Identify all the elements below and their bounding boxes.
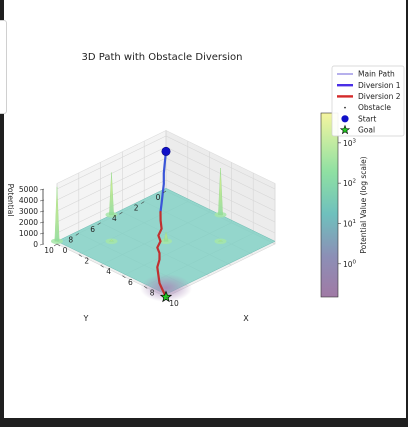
x-tick-label: 4 <box>106 267 111 276</box>
colorbar-tick-exponent: 3 <box>353 138 357 144</box>
z-tick-label: 0 <box>33 240 38 249</box>
y-tick-label: 6 <box>90 225 95 234</box>
z-axis-label: Potential <box>6 184 15 217</box>
x-tick-label: 6 <box>128 278 133 287</box>
colorbar-tick-label: 102 <box>343 179 356 189</box>
chart-title: 3D Path with Obstacle Diversion <box>82 52 243 63</box>
legend-label: Start <box>358 114 376 123</box>
z-tick-mark <box>39 210 45 213</box>
z-tick-label: 2000 <box>19 218 38 227</box>
z-tick-mark <box>39 188 45 191</box>
clipped-panel <box>0 20 7 114</box>
colorbar-label: Potential Value (log scale) <box>359 156 368 253</box>
colorbar-tick-label: 101 <box>343 219 356 229</box>
x-tick-mark <box>56 243 61 247</box>
window-edge-bottom <box>0 418 408 427</box>
axis-ticks: 0 2 4 6 8 10 0 2 4 6 8 10 0 1000 2000 3000 4000 5000 <box>19 185 179 308</box>
y-tick-label: 2 <box>134 204 139 213</box>
x-tick-label: 0 <box>63 246 68 255</box>
legend-label: Main Path <box>358 70 395 79</box>
x-tick-mark <box>144 286 148 289</box>
obstacle-spike <box>218 167 223 216</box>
legend-label: Goal <box>358 126 375 135</box>
grid-line <box>56 135 167 190</box>
y-tick-mark <box>97 222 101 226</box>
y-tick-label: 10 <box>44 246 54 255</box>
legend: Main Path Diversion 1 Diversion 2 Obstacle S… <box>331 65 405 137</box>
y-tick-mark <box>75 233 79 236</box>
obstacle-spikes <box>51 167 227 245</box>
z-tick-label: 5000 <box>19 185 38 194</box>
path-lines <box>156 150 168 299</box>
y-tick-mark <box>141 201 145 204</box>
x-tick-label: 2 <box>84 257 89 266</box>
x-axis-label: X <box>243 314 249 323</box>
obstacle-spike <box>54 186 60 242</box>
colorbar-tick-label: 100 <box>343 259 357 269</box>
legend-swatch <box>344 106 346 109</box>
y-tick-label: 4 <box>112 214 117 223</box>
x-tick-label: 8 <box>150 288 155 297</box>
z-tick-mark <box>39 243 45 246</box>
z-tick-label: 4000 <box>19 196 38 205</box>
z-tick-label: 3000 <box>19 207 38 216</box>
colorbar-tick-label: 103 <box>343 138 357 148</box>
path-line <box>156 210 168 299</box>
goal-marker <box>159 290 173 303</box>
y-tick-label: 8 <box>68 235 73 244</box>
legend-swatch <box>341 115 349 123</box>
path-markers <box>159 146 173 303</box>
y-tick-label: 0 <box>156 193 161 202</box>
legend-label: Diversion 1 <box>358 81 401 90</box>
y-tick-mark <box>119 211 123 215</box>
legend-box <box>331 65 405 137</box>
x-tick-mark <box>78 254 82 257</box>
y-tick-mark <box>53 243 58 247</box>
obstacle-spike <box>218 239 223 242</box>
goal-basin <box>140 274 192 303</box>
x-tick-mark <box>100 264 104 268</box>
z-tick-label: 1000 <box>19 229 38 238</box>
colorbar-tick-exponent: 2 <box>353 179 357 185</box>
start-marker <box>161 146 171 156</box>
obstacle-spike <box>163 231 169 242</box>
x-tick-label: 10 <box>169 299 179 308</box>
x-tick-mark <box>122 275 126 279</box>
window-edge-right <box>406 0 408 427</box>
obstacle-spike <box>108 239 115 242</box>
z-tick-mark <box>39 232 45 235</box>
y-axis-label: Y <box>83 314 89 323</box>
colorbar-tick-exponent: 1 <box>353 219 357 225</box>
grid-line <box>165 135 276 190</box>
legend-label: Obstacle <box>358 103 391 112</box>
colorbar-fill <box>320 112 339 298</box>
z-tick-mark <box>39 199 45 202</box>
legend-items: Main Path Diversion 1 Diversion 2 Obstacle S… <box>337 70 401 135</box>
x-tick-mark <box>165 296 170 300</box>
z-tick-mark <box>39 221 45 224</box>
colorbar-tick-exponent: 0 <box>353 259 357 265</box>
y-tick-mark <box>162 190 167 194</box>
window-edge-left <box>0 0 4 427</box>
path-line <box>159 150 168 214</box>
obstacle-spike <box>109 172 114 216</box>
legend-swatch <box>339 124 351 135</box>
legend-label: Diversion 2 <box>358 92 401 101</box>
